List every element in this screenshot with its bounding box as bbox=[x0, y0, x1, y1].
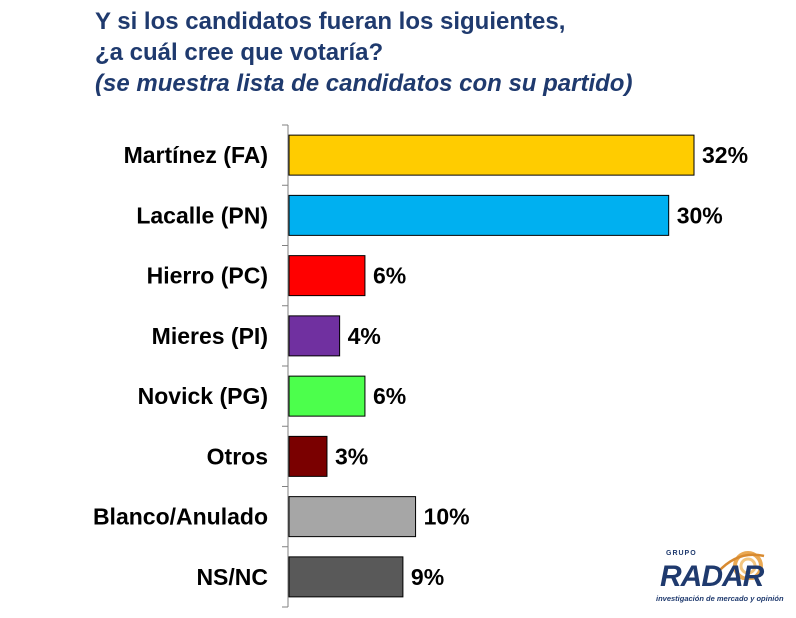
value-label: 6% bbox=[373, 263, 406, 289]
bars-group bbox=[288, 134, 695, 598]
bar bbox=[288, 435, 328, 477]
category-label: Novick (PG) bbox=[138, 383, 268, 409]
category-label: Lacalle (PN) bbox=[136, 202, 268, 228]
radar-swoosh-icon bbox=[717, 551, 765, 580]
category-label: Blanco/Anulado bbox=[93, 504, 268, 530]
bar bbox=[288, 556, 404, 598]
category-label: NS/NC bbox=[196, 564, 268, 590]
bar bbox=[288, 375, 366, 417]
category-label: Martínez (FA) bbox=[124, 142, 268, 168]
title-line-3: (se muestra lista de candidatos con su p… bbox=[95, 70, 633, 97]
value-label: 4% bbox=[348, 323, 381, 349]
value-label: 10% bbox=[424, 504, 470, 530]
radar-logo: GRUPO RADAR investigación de mercado y o… bbox=[652, 546, 792, 610]
value-labels: 32% 30% 6% 4% 6% 3% 10% 9% bbox=[335, 142, 748, 590]
value-label: 9% bbox=[411, 564, 444, 590]
value-label: 30% bbox=[677, 202, 723, 228]
bar bbox=[288, 315, 341, 357]
bar bbox=[288, 194, 670, 236]
value-label: 6% bbox=[373, 383, 406, 409]
category-label: Mieres (PI) bbox=[152, 323, 268, 349]
category-label: Hierro (PC) bbox=[147, 263, 268, 289]
chart-title: Y si los candidatos fueran los siguiente… bbox=[95, 6, 785, 99]
category-labels: Martínez (FA) Lacalle (PN) Hierro (PC) Mier… bbox=[93, 142, 268, 590]
title-line-1: Y si los candidatos fueran los siguiente… bbox=[95, 8, 566, 35]
logo-grupo: GRUPO bbox=[666, 550, 697, 557]
bar bbox=[288, 496, 417, 538]
bar bbox=[288, 255, 366, 297]
logo-tagline: investigación de mercado y opinión bbox=[656, 594, 784, 603]
title-line-2: ¿a cuál cree que votaría? bbox=[95, 39, 384, 66]
value-label: 3% bbox=[335, 443, 368, 469]
logo-brand: RADAR bbox=[660, 560, 764, 593]
bar bbox=[288, 134, 695, 176]
value-label: 32% bbox=[702, 142, 748, 168]
y-axis-ticks bbox=[282, 124, 288, 608]
category-label: Otros bbox=[207, 443, 268, 469]
